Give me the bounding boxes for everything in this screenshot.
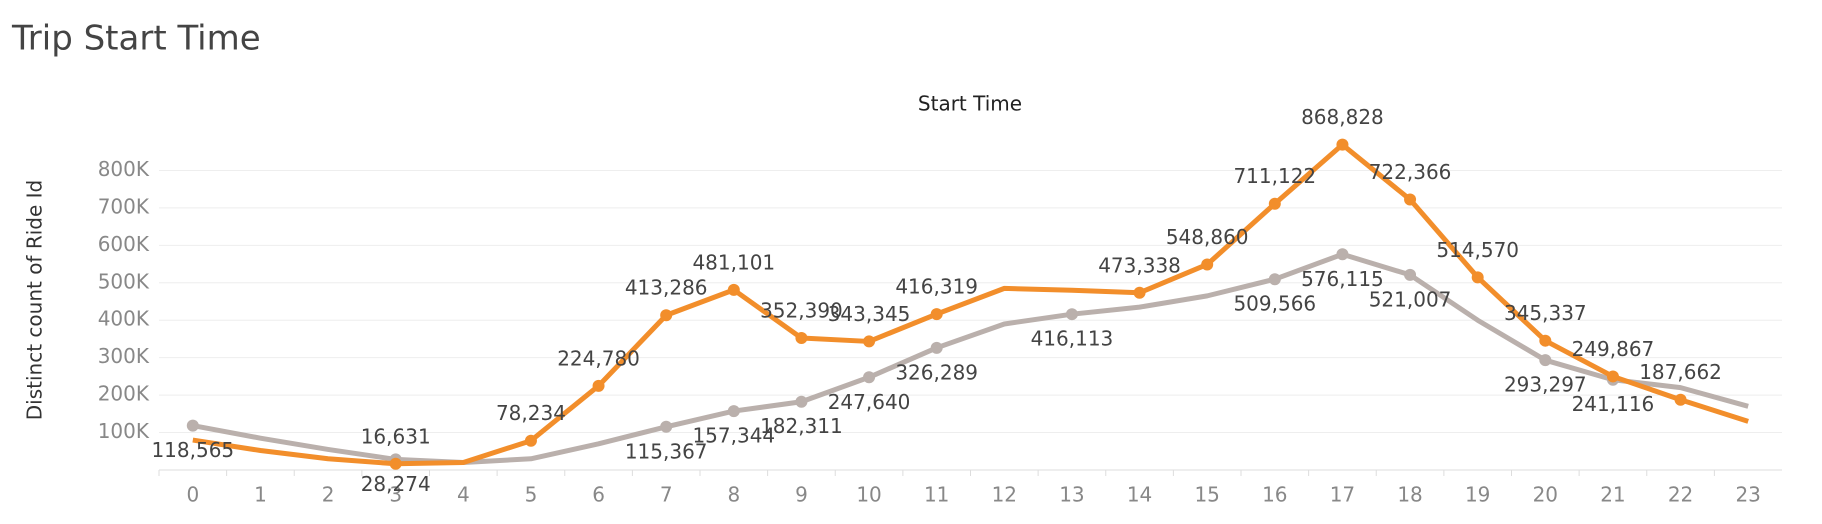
value-label: 78,234: [496, 401, 566, 425]
y-tick-label: 600K: [98, 232, 150, 256]
value-label: 473,338: [1098, 253, 1181, 277]
x-tick-label: 0: [186, 483, 199, 507]
x-tick-label: 7: [660, 483, 673, 507]
x-tick-label: 18: [1397, 483, 1422, 507]
value-label: 343,345: [828, 302, 911, 326]
value-label: 16,631: [361, 424, 431, 448]
point: [863, 371, 876, 384]
y-tick-label: 400K: [98, 307, 150, 331]
x-tick-label: 10: [856, 483, 881, 507]
value-label: 182,311: [760, 414, 843, 438]
value-label: 187,662: [1639, 360, 1722, 384]
point: [186, 419, 199, 432]
point: [930, 308, 943, 321]
x-tick-label: 4: [457, 483, 470, 507]
value-label: 247,640: [828, 390, 911, 414]
x-tick-label: 16: [1262, 483, 1287, 507]
x-tick-label: 20: [1533, 483, 1558, 507]
y-tick-label: 800K: [98, 157, 150, 181]
y-tick-label: 200K: [98, 382, 150, 406]
point: [1404, 193, 1417, 206]
x-tick-label: 14: [1127, 483, 1152, 507]
x-tick-label: 2: [322, 483, 335, 507]
value-label: 416,113: [1031, 327, 1114, 351]
value-label: 509,566: [1233, 292, 1316, 316]
value-label: 548,860: [1166, 225, 1249, 249]
point: [1268, 273, 1281, 286]
value-label: 115,367: [625, 439, 708, 463]
point: [795, 332, 808, 345]
value-label: 118,565: [151, 438, 234, 462]
point: [863, 335, 876, 348]
point: [524, 434, 537, 447]
point: [1674, 393, 1687, 406]
x-tick-label: 12: [992, 483, 1017, 507]
value-label: 224,780: [557, 346, 640, 370]
x-tick-label: 8: [727, 483, 740, 507]
value-label: 413,286: [625, 276, 708, 300]
y-axis-title: Distinct count of Ride Id: [23, 180, 47, 420]
line-series: [192, 142, 1749, 467]
point: [1539, 354, 1552, 367]
chart-title: Trip Start Time: [11, 19, 261, 59]
point: [1201, 258, 1214, 271]
x-tick-label: 22: [1668, 483, 1693, 507]
y-tick-label: 100K: [98, 419, 150, 443]
point: [1133, 286, 1146, 299]
x-axis-title: Start Time: [918, 92, 1022, 116]
value-label: 514,570: [1436, 238, 1519, 262]
value-label: 28,274: [361, 472, 431, 496]
value-label: 241,116: [1572, 392, 1655, 416]
point: [1404, 268, 1417, 281]
x-tick-label: 19: [1465, 483, 1490, 507]
x-tick-label: 9: [795, 483, 808, 507]
value-label: 868,828: [1301, 105, 1384, 129]
value-label: 711,122: [1233, 164, 1316, 188]
x-tick-label: 3: [389, 483, 402, 507]
point: [727, 405, 740, 418]
point: [1336, 248, 1349, 261]
value-label: 722,366: [1369, 160, 1452, 184]
x-tick-label: 21: [1600, 483, 1625, 507]
x-tick-label: 17: [1330, 483, 1355, 507]
point: [1336, 138, 1349, 151]
point: [727, 283, 740, 296]
y-tick-label: 300K: [98, 344, 150, 368]
value-label: 521,007: [1369, 287, 1452, 311]
value-label: 157,344: [692, 424, 775, 448]
y-tick-label: 500K: [98, 269, 150, 293]
x-tick-label: 11: [924, 483, 949, 507]
point: [592, 379, 605, 392]
value-label: 326,289: [895, 360, 978, 384]
x-tick-label: 5: [525, 483, 538, 507]
point: [660, 309, 673, 322]
x-tick-label: 23: [1735, 483, 1760, 507]
value-label: 352,390: [760, 299, 843, 323]
value-label: 249,867: [1572, 337, 1655, 361]
point: [389, 457, 402, 470]
point: [1539, 334, 1552, 347]
point: [1268, 197, 1281, 210]
x-tick-label: 13: [1059, 483, 1084, 507]
y-tick-label: 700K: [98, 194, 150, 218]
x-tick-label: 6: [592, 483, 605, 507]
point: [660, 420, 673, 433]
point: [1065, 308, 1078, 321]
value-label: 293,297: [1504, 373, 1587, 397]
x-tick-label: 1: [254, 483, 267, 507]
value-label: 345,337: [1504, 301, 1587, 325]
point: [1606, 370, 1619, 383]
point: [795, 395, 808, 408]
point: [1471, 271, 1484, 284]
x-tick-label: 15: [1194, 483, 1219, 507]
value-label: 576,115: [1301, 267, 1384, 291]
value-label: 416,319: [895, 275, 978, 299]
point: [930, 341, 943, 354]
value-label: 481,101: [692, 250, 775, 274]
